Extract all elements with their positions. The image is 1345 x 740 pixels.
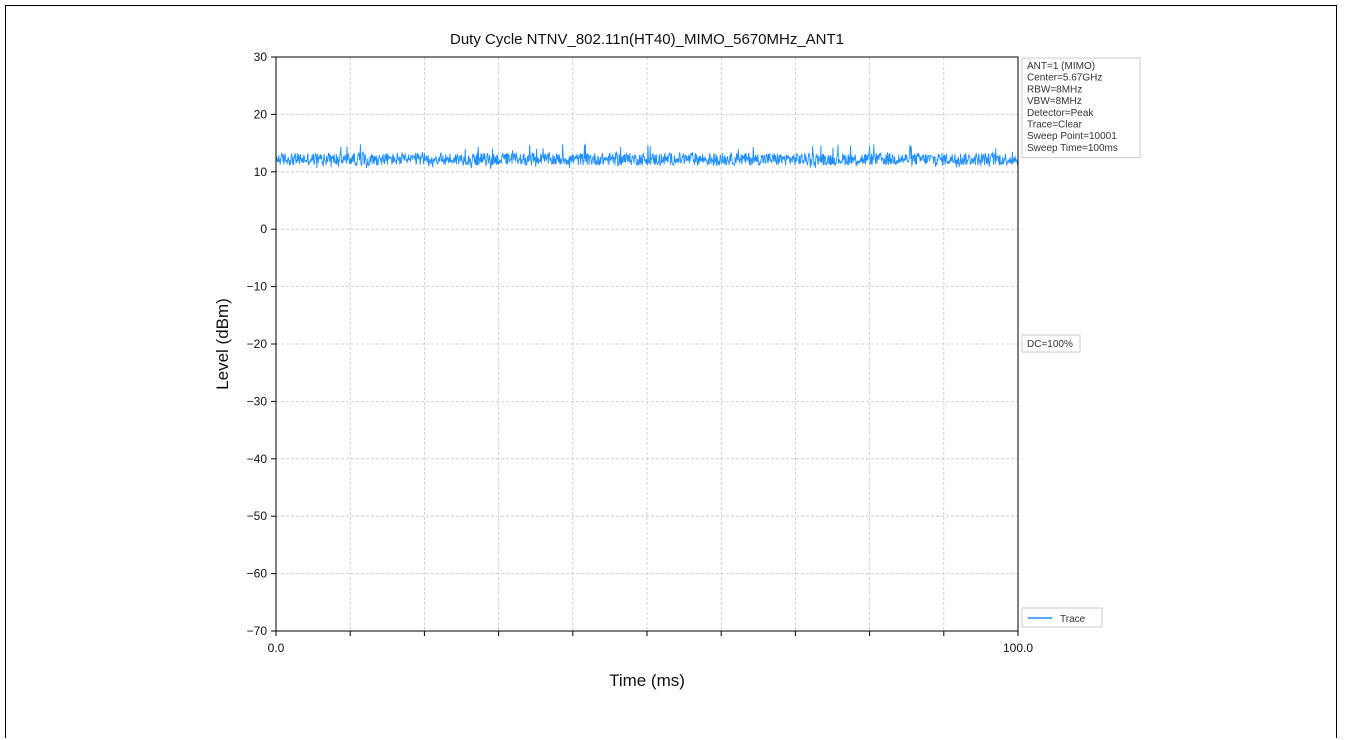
settings-info-line: Detector=Peak bbox=[1027, 108, 1094, 119]
y-tick-label: −40 bbox=[247, 452, 268, 466]
y-axis-label: Level (dBm) bbox=[213, 298, 232, 390]
settings-info-line: VBW=8MHz bbox=[1027, 96, 1082, 107]
tick-layer: 30 20 10 0 −10 −20 −30 −40 −50 −60 −700.0 100.0 bbox=[247, 50, 1034, 655]
y-tick-label: −10 bbox=[247, 280, 268, 294]
y-tick-label: 20 bbox=[254, 107, 268, 121]
y-tick-label: −50 bbox=[247, 509, 268, 523]
duty-cycle-annotation-box bbox=[1021, 334, 1081, 353]
series-line-trace bbox=[275, 143, 1019, 169]
report-frame bbox=[5, 5, 1337, 738]
settings-info-line: Center=5.67GHz bbox=[1027, 73, 1102, 84]
duty-cycle-annotation: DC=100% bbox=[1027, 339, 1073, 350]
y-tick-label: −70 bbox=[247, 624, 268, 638]
y-tick-label: −60 bbox=[247, 567, 268, 581]
y-tick-label: 10 bbox=[254, 165, 268, 179]
legend-label-trace: Trace bbox=[1060, 614, 1086, 625]
settings-info-lines: ANT=1 (MIMO)Center=5.67GHzRBW=8MHzVBW=8M… bbox=[1027, 61, 1118, 154]
settings-info-line: Sweep Time=100ms bbox=[1027, 143, 1118, 154]
settings-info-line: ANT=1 (MIMO) bbox=[1027, 61, 1095, 72]
settings-info-line: Sweep Point=10001 bbox=[1027, 131, 1117, 142]
settings-info-box bbox=[1021, 57, 1141, 159]
trace-layer bbox=[275, 143, 1019, 169]
y-tick-label: −20 bbox=[247, 337, 268, 351]
legend-box bbox=[1021, 607, 1103, 628]
x-tick-label: 100.0 bbox=[1003, 641, 1033, 655]
settings-info-line: RBW=8MHz bbox=[1027, 84, 1082, 95]
y-tick-label: 0 bbox=[260, 222, 267, 236]
x-tick-label: 0.0 bbox=[268, 641, 285, 655]
y-tick-label: −30 bbox=[247, 394, 268, 408]
chart-title: Duty Cycle NTNV_802.11n(HT40)_MIMO_5670M… bbox=[450, 31, 844, 48]
settings-info-line: Trace=Clear bbox=[1027, 120, 1083, 131]
y-tick-label: 30 bbox=[254, 50, 268, 64]
grid-layer bbox=[276, 57, 1018, 631]
x-axis-label: Time (ms) bbox=[609, 671, 685, 690]
